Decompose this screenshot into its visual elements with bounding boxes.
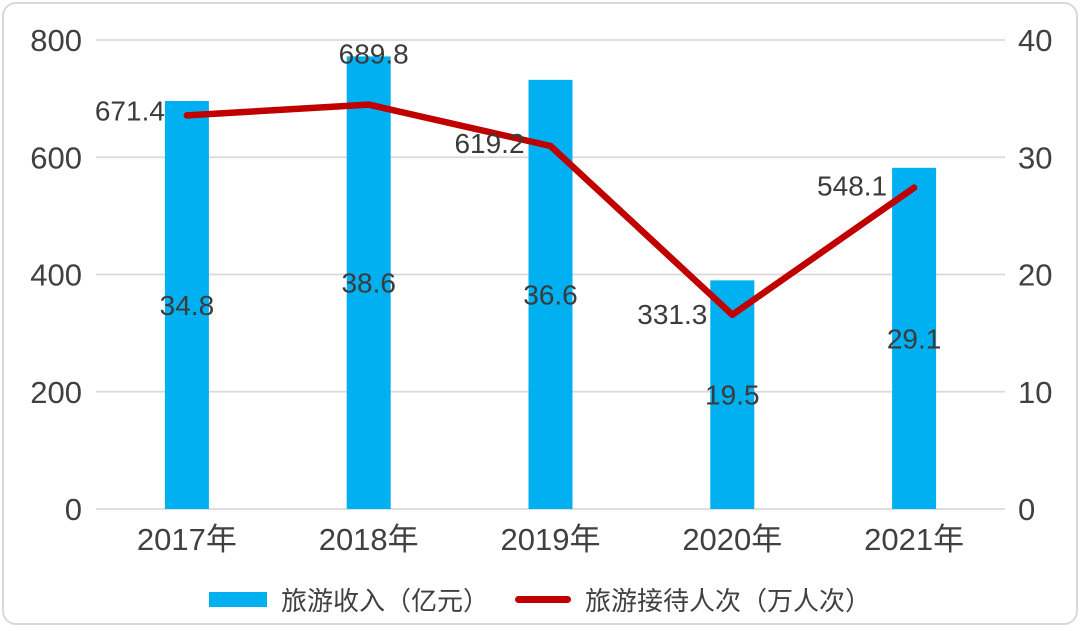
x-axis-tick-label: 2020年 [682, 522, 782, 557]
line-value-label: 331.3 [637, 299, 707, 330]
bar-2019年 [528, 79, 573, 510]
bar-2020年 [710, 280, 755, 509]
bar-series-swatch-icon [208, 592, 267, 607]
right-axis-tick-label: 10 [1018, 375, 1052, 410]
line-value-label: 619.2 [454, 128, 524, 159]
left-axis-tick-label: 800 [30, 23, 82, 58]
line-value-label: 689.8 [339, 39, 409, 70]
combo-chart: 0 0 200 10 400 20 600 30 800 40 2017年 2018年 2019年 202… [30, 23, 1052, 557]
x-axis-tick-label: 2021年 [864, 522, 964, 557]
left-axis-tick-label: 0 [65, 492, 82, 527]
right-axis-tick-label: 40 [1018, 23, 1052, 58]
bar-value-label: 29.1 [887, 323, 942, 354]
right-axis-tick-label: 20 [1018, 258, 1052, 293]
legend-label-visitors: 旅游接待人次（万人次） [585, 586, 872, 616]
right-axis-tick-label: 30 [1018, 140, 1052, 175]
legend-label-revenue: 旅游收入（亿元） [280, 586, 489, 616]
bar-2018年 [346, 56, 391, 509]
left-axis-tick-label: 600 [30, 140, 82, 175]
left-axis-tick-label: 200 [30, 375, 82, 410]
left-axis-tick-label: 400 [30, 258, 82, 293]
bar-value-label: 34.8 [160, 290, 215, 321]
bar-2017年 [164, 100, 209, 509]
x-axis-tick-label: 2017年 [137, 522, 237, 557]
bar-value-label: 38.6 [341, 268, 396, 299]
x-axis-tick-label: 2019年 [501, 522, 601, 557]
bar-value-label: 36.6 [523, 279, 578, 310]
legend-item-visitors-line: 旅游接待人次（万人次） [515, 581, 871, 618]
x-axis-tick-label: 2018年 [319, 522, 419, 557]
line-value-label: 671.4 [95, 95, 165, 126]
chart-legend: 旅游收入（亿元） 旅游接待人次（万人次） [4, 581, 1076, 618]
bar-value-label: 19.5 [705, 380, 760, 411]
right-axis-tick-label: 0 [1018, 492, 1035, 527]
bar-2021年 [892, 167, 937, 510]
line-series-swatch-icon [515, 596, 571, 603]
legend-item-revenue-bar: 旅游收入（亿元） [208, 581, 489, 618]
line-series [183, 101, 918, 319]
line-value-label: 548.1 [817, 171, 887, 202]
